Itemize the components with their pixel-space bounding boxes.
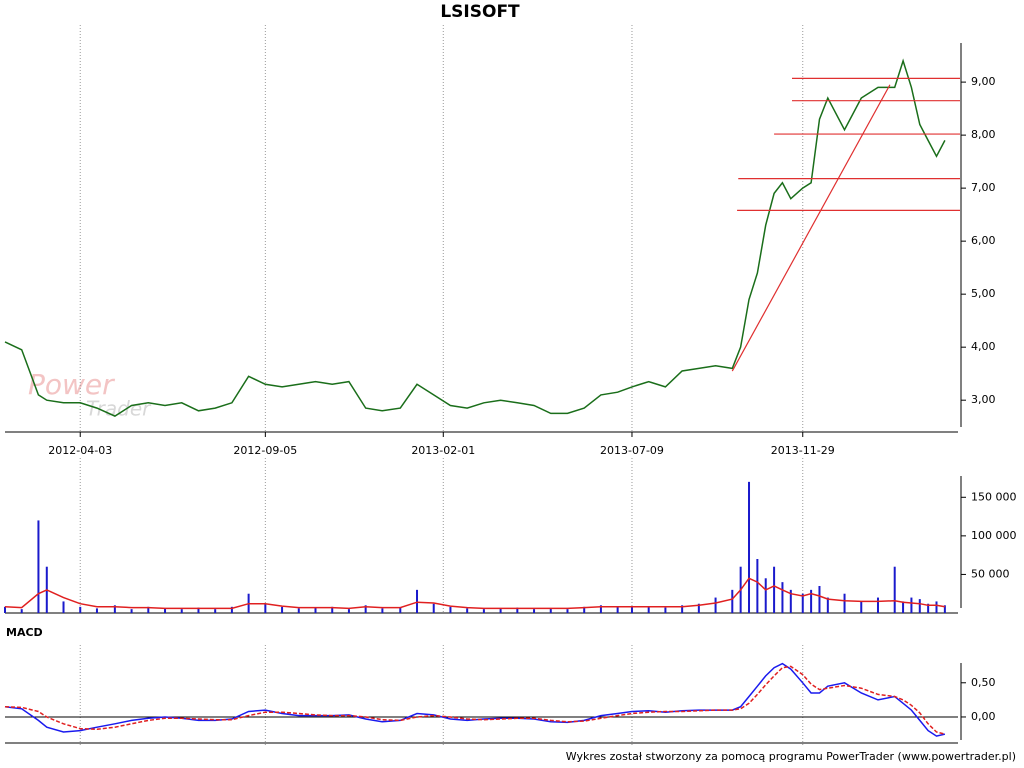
bar	[566, 609, 569, 613]
bar	[927, 603, 930, 613]
bar	[583, 606, 586, 613]
bar	[714, 597, 717, 613]
x-tick-label: 2012-09-05	[233, 444, 297, 457]
bar	[630, 606, 633, 613]
bar	[818, 586, 821, 613]
y-tick-label: 4,00	[971, 340, 996, 353]
y-tick-label: 0,50	[971, 676, 996, 689]
bar	[731, 589, 734, 613]
line	[4, 58, 946, 417]
bar	[130, 609, 133, 613]
bar	[449, 606, 452, 613]
x-tick-label: 2013-11-29	[771, 444, 835, 457]
bar	[4, 606, 6, 613]
y-tick-label: 8,00	[971, 128, 996, 141]
bar	[264, 603, 267, 613]
bar	[147, 606, 150, 613]
bar	[499, 608, 502, 613]
bar	[399, 607, 402, 613]
y-tick-label: 6,00	[971, 234, 996, 247]
bar	[789, 589, 792, 613]
bar	[214, 609, 217, 613]
x-tick-label: 2012-04-03	[48, 444, 112, 457]
bar	[781, 582, 784, 613]
bar	[910, 597, 913, 613]
x-tick-label: 2013-02-01	[411, 444, 475, 457]
bar	[37, 520, 40, 613]
bar	[516, 607, 519, 613]
logo: Power	[28, 368, 115, 401]
y-tick-label: 5,00	[971, 287, 996, 300]
bar	[843, 593, 846, 613]
y-tick-label: 3,00	[971, 393, 996, 406]
bar	[902, 601, 905, 613]
footer: Wykres został stworzony za pomocą progra…	[566, 750, 1016, 763]
bar	[281, 606, 284, 613]
line	[4, 577, 946, 610]
bar	[810, 589, 813, 613]
bar	[79, 606, 82, 613]
bar	[197, 607, 200, 613]
bar	[95, 608, 98, 613]
bar	[756, 559, 759, 613]
bar	[164, 608, 167, 613]
bar	[697, 603, 700, 613]
bar	[113, 605, 116, 613]
bar	[935, 601, 938, 613]
bar	[599, 605, 602, 613]
bar	[681, 605, 684, 613]
y-tick-label: 7,00	[971, 181, 996, 194]
bar	[347, 609, 350, 613]
x-tick-label: 2013-07-09	[600, 444, 664, 457]
bar	[466, 608, 469, 613]
bar	[826, 597, 829, 613]
bar	[616, 606, 619, 613]
line	[4, 665, 946, 735]
bar	[364, 605, 367, 613]
bar	[549, 608, 552, 613]
bar	[764, 578, 767, 613]
bar	[432, 603, 435, 613]
bar	[331, 606, 334, 613]
y-tick-label: 9,00	[971, 75, 996, 88]
bar	[860, 601, 863, 613]
bar	[416, 589, 419, 613]
bar	[314, 607, 317, 613]
y-tick-label: 50 000	[971, 567, 1010, 580]
bar	[230, 606, 233, 613]
bar	[773, 566, 776, 613]
bar	[918, 599, 921, 613]
trend-line	[731, 84, 891, 372]
bar	[748, 481, 751, 613]
panel-title: MACD	[6, 626, 43, 639]
bar	[482, 609, 485, 613]
bar	[381, 608, 384, 613]
bar	[801, 593, 804, 613]
bar	[943, 605, 946, 613]
chart-title: LSISOFT	[440, 2, 520, 22]
y-tick-label: 100 000	[971, 529, 1017, 542]
bar	[180, 609, 183, 613]
bar	[533, 609, 536, 613]
bar	[876, 597, 879, 613]
y-tick-label: 150 000	[971, 490, 1017, 503]
bar	[62, 601, 65, 613]
bar	[20, 609, 23, 613]
bar	[297, 608, 300, 613]
bar	[647, 606, 650, 613]
y-tick-label: 0,00	[971, 710, 996, 723]
bar	[893, 566, 896, 613]
bar	[664, 607, 667, 613]
line	[4, 662, 946, 737]
